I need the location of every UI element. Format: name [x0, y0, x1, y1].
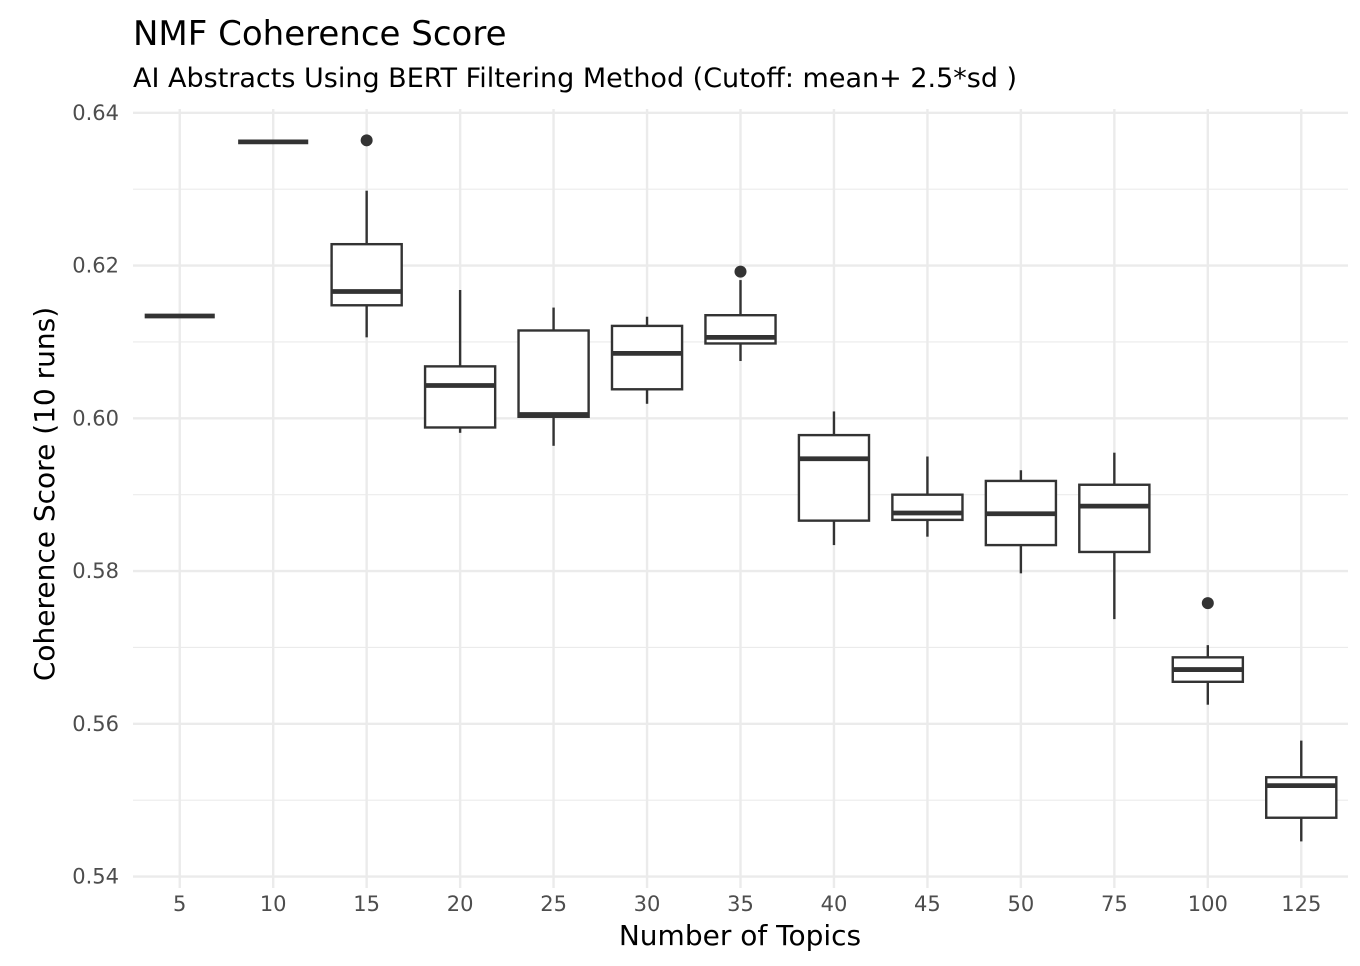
iqr-box: [891, 493, 964, 522]
box-15: [330, 134, 403, 338]
y-axis-ticks: 0.54 0.56 0.58 0.60 0.62 0.64: [72, 101, 119, 889]
iqr-box: [517, 329, 590, 418]
x-axis-title: Number of Topics: [619, 919, 861, 952]
x-tick-label: 10: [260, 892, 287, 916]
box-125: [1265, 740, 1338, 842]
major-gridlines: [133, 109, 1348, 888]
box-25: [517, 307, 590, 446]
x-tick-label: 25: [540, 892, 567, 916]
y-tick-label: 0.56: [72, 712, 119, 736]
outlier-point: [734, 265, 747, 278]
y-tick-label: 0.62: [72, 254, 119, 278]
outlier-point: [1201, 597, 1214, 610]
chart-subtitle: AI Abstracts Using BERT Filtering Method…: [133, 63, 1018, 94]
iqr-box: [610, 324, 684, 391]
box-100: [1171, 597, 1245, 705]
iqr-box: [330, 242, 403, 307]
x-tick-label: 5: [173, 892, 186, 916]
iqr-box: [797, 433, 871, 522]
iqr-box: [423, 365, 497, 429]
y-tick-label: 0.64: [72, 101, 119, 125]
x-tick-label: 125: [1281, 892, 1321, 916]
box-40: [797, 411, 871, 546]
x-tick-label: 30: [634, 892, 661, 916]
x-axis-ticks: 5 10 15 20 25 30 35 40 45 50 75 100 125: [173, 892, 1321, 916]
box-50: [984, 470, 1058, 574]
x-tick-label: 50: [1008, 892, 1035, 916]
box-20: [423, 290, 497, 433]
outlier-point: [360, 134, 373, 147]
box-75: [1078, 452, 1151, 620]
x-tick-label: 20: [447, 892, 474, 916]
x-tick-label: 45: [914, 892, 941, 916]
x-tick-label: 15: [353, 892, 380, 916]
box-30: [610, 316, 684, 404]
y-axis-title: Coherence Score (10 runs): [28, 307, 61, 681]
iqr-box: [1078, 483, 1151, 554]
x-tick-label: 100: [1188, 892, 1228, 916]
x-tick-label: 40: [821, 892, 848, 916]
y-tick-label: 0.60: [72, 406, 119, 430]
y-tick-label: 0.54: [72, 865, 119, 889]
y-tick-label: 0.58: [72, 559, 119, 583]
box-45: [891, 456, 964, 537]
box-group: [144, 134, 1338, 842]
chart-title: NMF Coherence Score: [133, 14, 507, 54]
x-tick-label: 35: [727, 892, 754, 916]
x-tick-label: 75: [1101, 892, 1128, 916]
box-35: [704, 265, 777, 362]
